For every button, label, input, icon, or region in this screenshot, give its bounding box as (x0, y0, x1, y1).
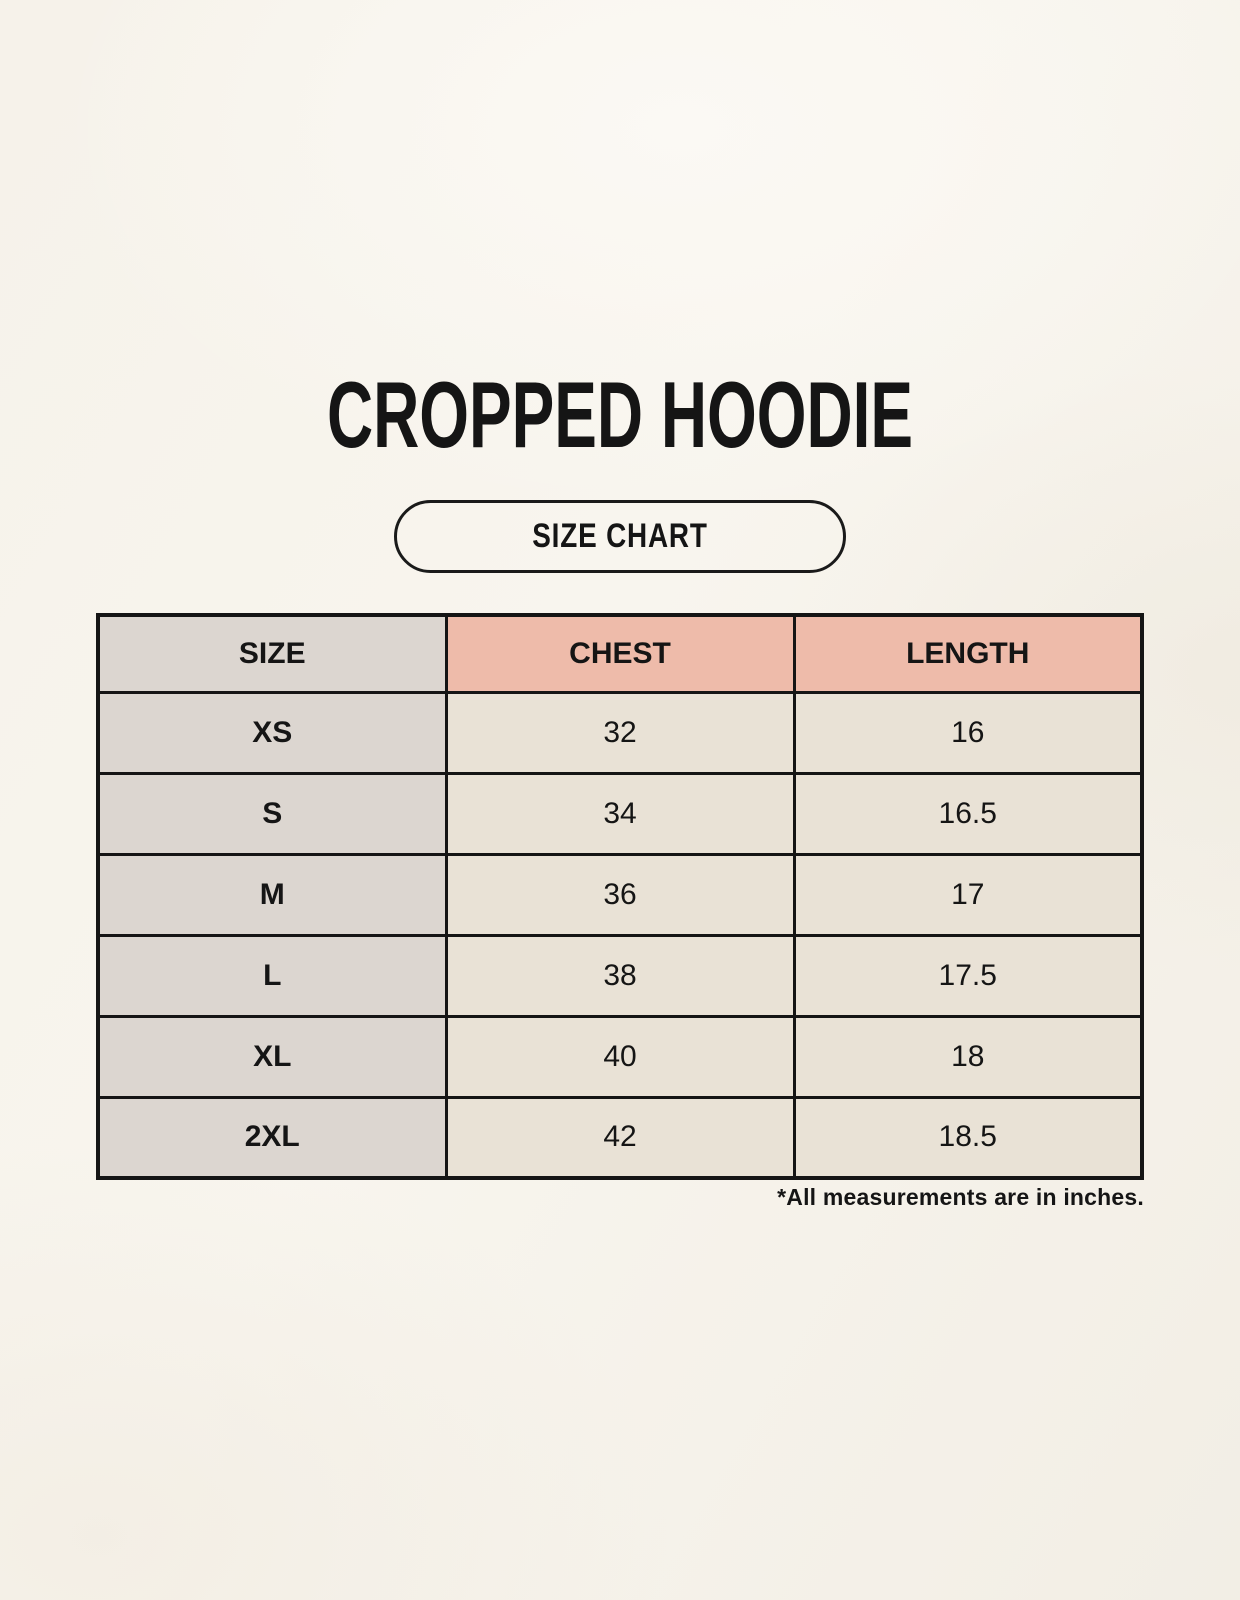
size-cell: XL (96, 1014, 448, 1099)
length-value-cell: 16 (792, 690, 1144, 775)
page-title: CROPPED HOODIE (326, 362, 914, 467)
size-cell: XS (96, 690, 448, 775)
chest-value-cell: 40 (444, 1014, 796, 1099)
column-header-size: SIZE (96, 613, 448, 694)
table-row: 2XL 42 18.5 (96, 1095, 1144, 1180)
length-value-cell: 18.5 (792, 1095, 1144, 1180)
chest-value-cell: 32 (444, 690, 796, 775)
table-row: XS 32 16 (96, 690, 1144, 775)
length-value-cell: 18 (792, 1014, 1144, 1099)
chest-value-cell: 34 (444, 771, 796, 856)
table-row: XL 40 18 (96, 1014, 1144, 1099)
size-cell: L (96, 933, 448, 1018)
size-cell: M (96, 852, 448, 937)
table-row: L 38 17.5 (96, 933, 1144, 1018)
length-value-cell: 17.5 (792, 933, 1144, 1018)
measurements-footnote: *All measurements are in inches. (777, 1184, 1144, 1210)
column-header-length: LENGTH (792, 613, 1144, 694)
size-chart-table: SIZE CHEST LENGTH XS 32 16 S 34 16.5 M 3… (96, 613, 1144, 1180)
size-chart-button-label: SIZE CHART (532, 517, 708, 555)
size-cell: S (96, 771, 448, 856)
chest-value-cell: 42 (444, 1095, 796, 1180)
length-value-cell: 17 (792, 852, 1144, 937)
length-value-cell: 16.5 (792, 771, 1144, 856)
table-row: M 36 17 (96, 852, 1144, 937)
size-cell: 2XL (96, 1095, 448, 1180)
chest-value-cell: 36 (444, 852, 796, 937)
chest-value-cell: 38 (444, 933, 796, 1018)
header-row: SIZE CHEST LENGTH (96, 613, 1144, 694)
size-chart-button[interactable]: SIZE CHART (394, 500, 846, 573)
table-row: S 34 16.5 (96, 771, 1144, 856)
column-header-chest: CHEST (444, 613, 796, 694)
